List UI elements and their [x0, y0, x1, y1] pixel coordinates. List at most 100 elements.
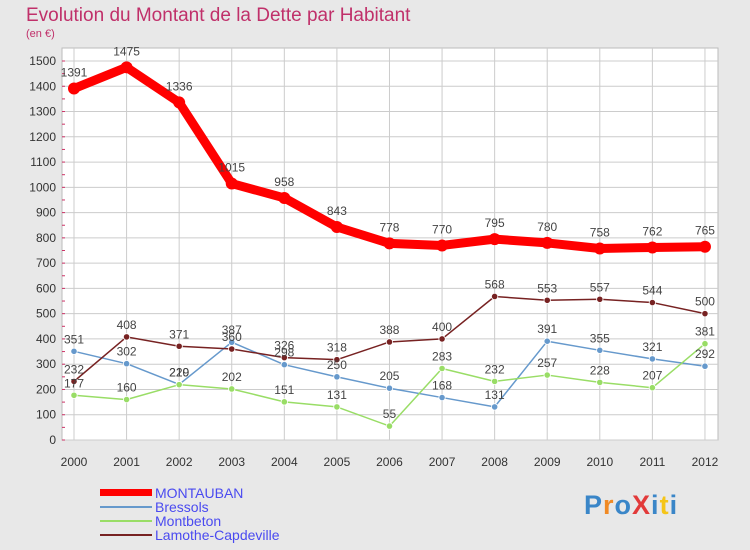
data-label: 160 [117, 381, 137, 395]
data-label: 553 [537, 281, 557, 295]
data-label: 283 [432, 349, 452, 363]
data-point [385, 422, 394, 430]
x-tick-label: 2003 [218, 455, 245, 469]
data-label: 387 [222, 323, 242, 337]
proxiti-logo: ProXiti [584, 490, 678, 521]
data-point [491, 292, 499, 301]
y-tick-label: 300 [36, 357, 56, 371]
data-label: 326 [274, 339, 294, 353]
data-point [491, 377, 499, 385]
legend-swatch [100, 489, 152, 496]
data-point [333, 373, 341, 381]
data-point [648, 298, 656, 307]
data-label: 318 [327, 341, 347, 355]
y-tick-label: 1000 [29, 180, 56, 194]
data-point [280, 354, 288, 362]
y-tick-label: 1100 [30, 155, 56, 169]
data-point [488, 233, 501, 246]
data-label: 219 [169, 366, 189, 380]
logo-letter: X [632, 490, 652, 520]
data-point [333, 356, 341, 364]
data-label: 131 [485, 388, 505, 402]
logo-letter: o [614, 490, 633, 520]
data-label: 544 [642, 284, 662, 298]
data-point [122, 333, 131, 341]
data-label: 391 [537, 322, 557, 336]
data-point [543, 371, 551, 379]
data-label: 1015 [218, 161, 245, 175]
data-point [701, 340, 709, 348]
legend-label: MONTAUBAN [155, 485, 244, 501]
data-point [228, 338, 236, 346]
data-point [438, 393, 446, 402]
y-tick-label: 1300 [29, 105, 56, 119]
x-tick-label: 2000 [61, 455, 88, 469]
data-label: 568 [485, 277, 505, 291]
x-tick-label: 2004 [271, 455, 298, 469]
data-point [646, 241, 659, 254]
data-label: 958 [274, 175, 294, 189]
data-label: 55 [383, 407, 397, 421]
logo-letter: P [584, 490, 604, 520]
y-tick-label: 0 [49, 433, 56, 447]
legend-swatch [100, 506, 152, 508]
data-label: 298 [274, 346, 294, 360]
data-point [280, 398, 288, 406]
y-tick-label: 100 [36, 408, 56, 422]
data-point [648, 384, 656, 392]
data-label: 228 [590, 363, 610, 377]
legend-label: Lamothe-Capdeville [155, 527, 280, 543]
x-tick-label: 2012 [692, 455, 719, 469]
legend-label: Montbeton [155, 513, 222, 529]
data-point [543, 296, 551, 304]
logo-letter: t [659, 490, 670, 520]
chart-title: Evolution du Montant de la Dette par Hab… [26, 5, 411, 26]
y-tick-label: 800 [36, 231, 56, 245]
data-label: 795 [485, 216, 505, 230]
data-point [541, 236, 554, 249]
data-label: 1475 [113, 44, 140, 58]
data-point [330, 221, 343, 234]
data-point [225, 177, 238, 190]
legend-label: Bressols [155, 499, 209, 515]
data-label: 321 [642, 340, 662, 354]
y-axis-unit: (en €) [26, 28, 55, 40]
x-tick-label: 2008 [481, 455, 508, 469]
data-label: 250 [327, 358, 347, 372]
data-point [228, 385, 236, 393]
data-label: 557 [590, 280, 610, 294]
data-label: 770 [432, 222, 452, 236]
data-label: 408 [117, 318, 137, 332]
data-point [701, 310, 709, 318]
data-point [698, 240, 711, 253]
data-point [491, 403, 499, 411]
y-tick-label: 400 [36, 332, 56, 346]
data-point [385, 384, 394, 392]
legend-swatch [100, 534, 152, 536]
data-label: 168 [432, 379, 452, 393]
x-tick-label: 2007 [429, 455, 456, 469]
x-tick-label: 2001 [113, 455, 140, 469]
x-tick-label: 2006 [376, 455, 403, 469]
data-label: 232 [485, 362, 505, 376]
data-point [70, 347, 78, 355]
data-point [436, 239, 449, 252]
x-tick-label: 2009 [534, 455, 561, 469]
data-label: 778 [379, 220, 399, 234]
data-point [175, 381, 183, 389]
x-tick-label: 2005 [324, 455, 351, 469]
data-point [173, 96, 186, 109]
y-tick-label: 200 [36, 382, 56, 396]
data-label: 302 [117, 345, 137, 359]
data-label: 151 [274, 383, 294, 397]
data-point [278, 191, 291, 204]
data-label: 371 [169, 327, 189, 341]
y-tick-label: 1200 [29, 130, 56, 144]
data-point [280, 361, 288, 369]
logo-letter: i [651, 490, 660, 520]
data-label: 388 [379, 323, 399, 337]
data-point [596, 346, 604, 354]
logo-letter: i [669, 490, 679, 520]
data-label: 292 [695, 347, 715, 361]
